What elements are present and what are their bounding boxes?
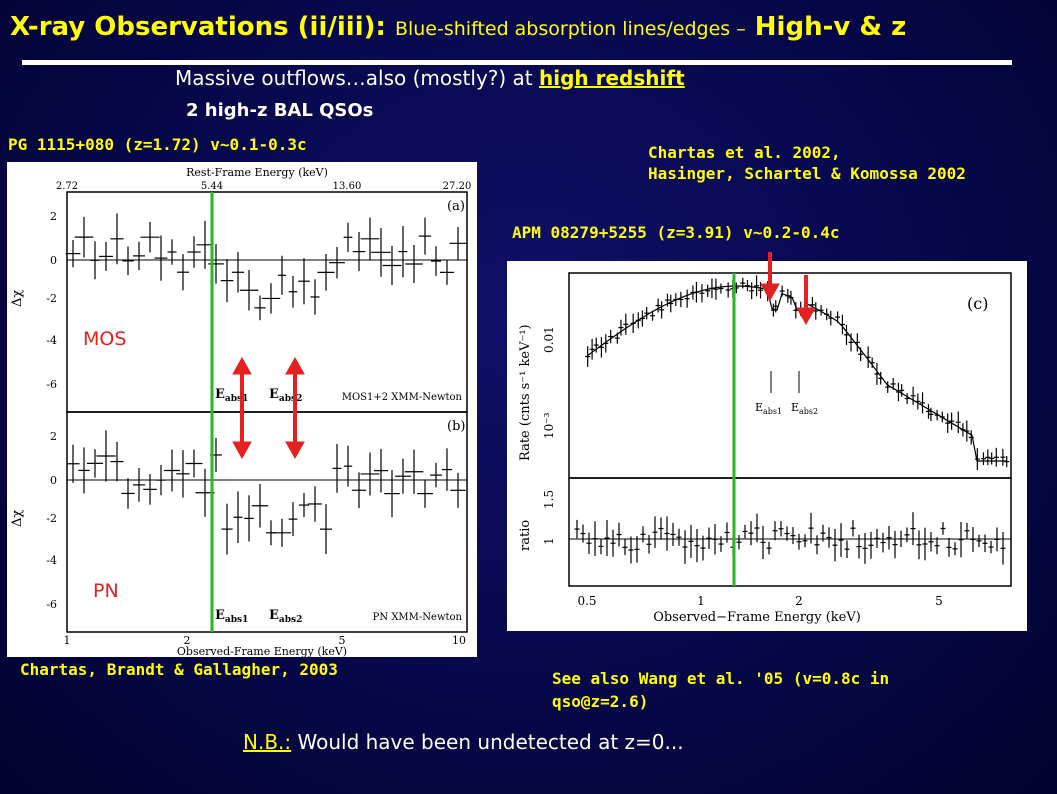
right-ylabel-bottom: ratio <box>518 520 533 551</box>
left-top-axis-label: Rest-Frame Energy (keV) <box>186 166 328 179</box>
ratio-error-bars <box>574 512 1006 565</box>
see-also-1: See also Wang et al. '05 (v=0.8c in <box>552 669 890 688</box>
slide-title: X-ray Observations (ii/iii): Blue-shifte… <box>10 12 1050 42</box>
ya-tick: -6 <box>46 378 57 391</box>
right-top-tick: 0.01 <box>542 326 556 353</box>
right-x-tick: 2 <box>795 594 803 608</box>
left-x-tick: 1 <box>64 634 71 647</box>
yb-tick: 2 <box>50 430 57 443</box>
red-double-arrow-2 <box>285 356 305 460</box>
left-x-tick: 2 <box>184 634 191 647</box>
right-red-arrows <box>760 252 816 326</box>
red-down-arrow-2 <box>796 275 816 326</box>
right-ratio-tick: 1.5 <box>542 490 556 509</box>
right-plot-svg: (c) Rate (cnts s⁻¹ keV⁻¹) ratio 0.01 10⁻… <box>518 272 1012 625</box>
left-top-tick: 5.44 <box>201 181 223 192</box>
right-ref-1: Chartas et al. 2002, <box>648 143 841 162</box>
panel-c-tag: (c) <box>967 294 988 313</box>
left-plot-svg: Rest-Frame Energy (keV) 2.72 5.44 13.60 … <box>10 166 472 658</box>
c-eabs1-label: Eabs1 <box>755 401 782 416</box>
yb-tick: -2 <box>46 512 57 525</box>
right-x-tick: 0.5 <box>577 594 596 608</box>
ya-tick: -4 <box>46 334 57 347</box>
b-eabs2-label: Eabs2 <box>269 608 302 625</box>
see-also-2: qso@z=2.6) <box>552 692 649 711</box>
panel-b-error-bars <box>66 430 466 555</box>
right-ref-2: Hasinger, Schartel & Komossa 2002 <box>648 164 966 183</box>
left-ylabel-b: Δχ <box>10 510 25 527</box>
pn-label: PN <box>93 580 119 602</box>
left-top-tick: 2.72 <box>56 181 78 192</box>
panel-a-error-bars <box>65 213 467 321</box>
right-ylabel-top: Rate (cnts s⁻¹ keV⁻¹) <box>518 324 533 461</box>
right-ratio-tick: 1 <box>542 537 556 545</box>
red-double-arrow-1 <box>232 356 252 460</box>
intro-line: Massive outflows…also (mostly?) at high … <box>175 66 685 90</box>
yb-tick: -6 <box>46 598 57 611</box>
left-x-tick: 5 <box>339 634 346 647</box>
right-top-tick: 10⁻³ <box>542 412 556 439</box>
ya-tick: 2 <box>50 210 57 223</box>
left-xlabel: Observed-Frame Energy (keV) <box>177 645 347 657</box>
left-ylabel-a: Δχ <box>10 290 25 307</box>
yb-tick: 0 <box>50 474 57 487</box>
red-down-arrow-1 <box>760 252 780 302</box>
intro-highlight: high redshift <box>539 66 685 90</box>
title-rule <box>22 60 1012 65</box>
right-object-label: APM 08279+5255 (z=3.91) v~0.2-0.4c <box>512 223 840 242</box>
right-xlabel: Observed−Frame Energy (keV) <box>653 610 861 625</box>
mos-label: MOS <box>83 328 127 350</box>
a-eabs1-label: Eabs1 <box>215 387 248 404</box>
title-main: X-ray Observations (ii/iii): <box>10 12 386 42</box>
left-top-tick: 13.60 <box>333 181 362 192</box>
b-eabs1-label: Eabs1 <box>215 608 248 625</box>
right-x-tick: 1 <box>697 594 705 608</box>
nb-text: Would have been undetected at z=0... <box>291 730 684 754</box>
panel-b-instrument: PN XMM-Newton <box>373 612 463 623</box>
title-sub: Blue-shifted absorption lines/edges – <box>394 18 746 40</box>
panel-a-instrument: MOS1+2 XMM-Newton <box>342 392 463 403</box>
left-x-tick: 10 <box>452 634 466 647</box>
ya-tick: -2 <box>46 292 57 305</box>
ya-tick: 0 <box>50 254 57 267</box>
footer-note: N.B.: Would have been undetected at z=0.… <box>243 730 684 754</box>
nb-label: N.B.: <box>243 730 292 754</box>
title-tail: High-v & z <box>754 12 907 42</box>
left-object-label: PG 1115+080 (z=1.72) v~0.1-0.3c <box>8 135 307 154</box>
intro-text: Massive outflows…also (mostly?) at <box>175 66 533 90</box>
panel-b-tag: (b) <box>447 419 465 434</box>
a-eabs2-label: Eabs2 <box>269 387 302 404</box>
right-spectrum-plot: (c) Rate (cnts s⁻¹ keV⁻¹) ratio 0.01 10⁻… <box>507 261 1027 631</box>
left-top-tick: 27.20 <box>443 181 472 192</box>
yb-tick: -4 <box>46 554 57 567</box>
c-eabs2-label: Eabs2 <box>791 401 818 416</box>
subheading: 2 high-z BAL QSOs <box>186 100 374 121</box>
left-reference: Chartas, Brandt & Gallagher, 2003 <box>20 660 338 679</box>
right-x-tick: 5 <box>935 594 943 608</box>
left-spectrum-plot: Rest-Frame Energy (keV) 2.72 5.44 13.60 … <box>7 162 477 658</box>
panel-a-tag: (a) <box>447 199 465 214</box>
spectrum-error-bars <box>585 275 1010 470</box>
